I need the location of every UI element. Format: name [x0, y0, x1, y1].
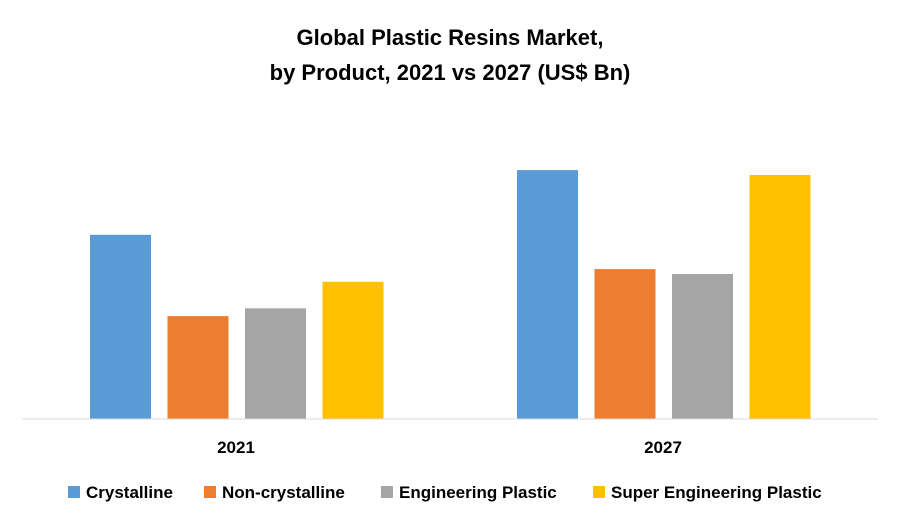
chart-title-line-1: Global Plastic Resins Market,	[297, 25, 604, 50]
bar-super-engineering-plastic-2027	[749, 175, 811, 419]
legend-swatch-non-crystalline	[204, 486, 216, 498]
bar-non-crystalline-2027	[594, 269, 656, 419]
legend-label-crystalline: Crystalline	[86, 483, 173, 502]
bar-engineering-plastic-2027	[672, 274, 733, 419]
bar-crystalline-2021	[90, 234, 151, 419]
bar-engineering-plastic-2021	[245, 308, 306, 419]
x-tick-label-2027: 2027	[644, 438, 682, 457]
chart-title: Global Plastic Resins Market, by Product…	[270, 25, 631, 85]
bar-crystalline-2027	[517, 170, 578, 419]
legend-swatch-engineering-plastic	[381, 486, 393, 498]
legend: Crystalline Non-crystalline Engineering Pl…	[68, 483, 822, 502]
x-tick-label-2021: 2021	[217, 438, 255, 457]
legend-swatch-crystalline	[68, 486, 80, 498]
plot-area	[90, 170, 811, 419]
category-labels: 2021 2027	[217, 438, 682, 457]
legend-label-super-engineering-plastic: Super Engineering Plastic	[611, 483, 822, 502]
bar-super-engineering-plastic-2021	[322, 281, 384, 419]
legend-swatch-super-engineering-plastic	[593, 486, 605, 498]
bar-non-crystalline-2021	[167, 316, 229, 419]
legend-label-non-crystalline: Non-crystalline	[222, 483, 345, 502]
chart-title-line-2: by Product, 2021 vs 2027 (US$ Bn)	[270, 60, 631, 85]
legend-label-engineering-plastic: Engineering Plastic	[399, 483, 557, 502]
